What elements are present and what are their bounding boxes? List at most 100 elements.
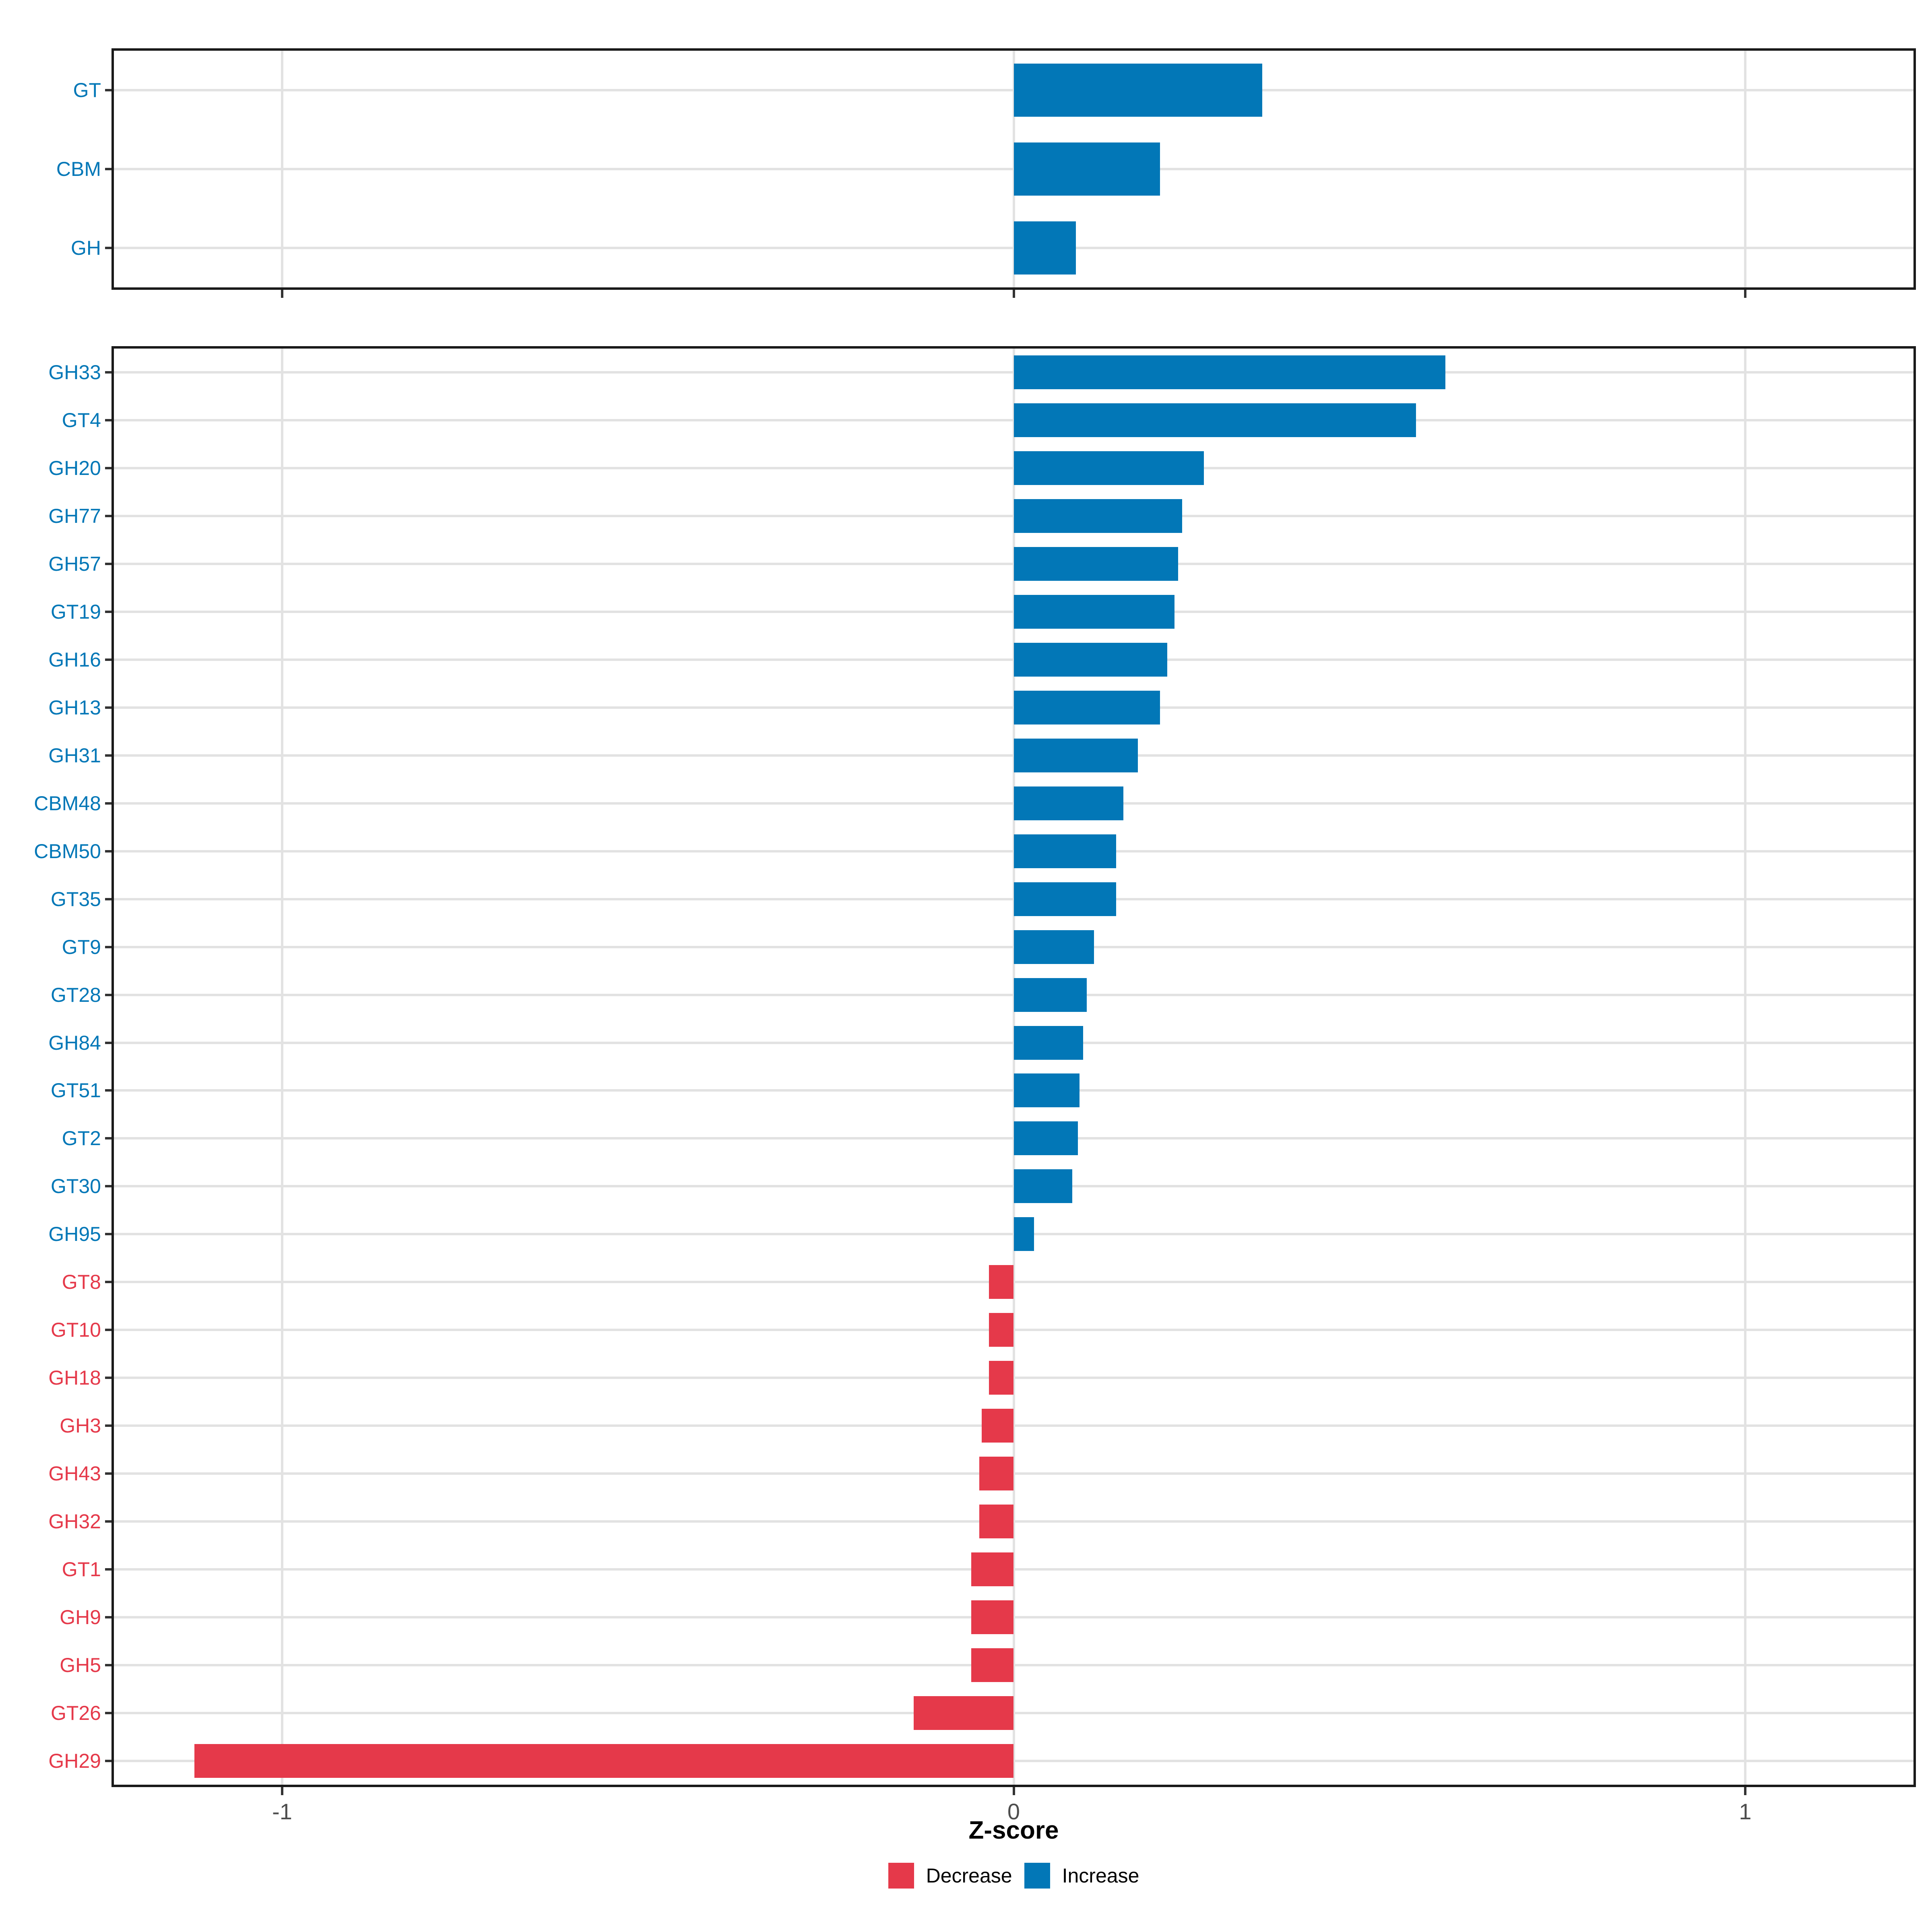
category-tick [105,1377,111,1379]
x-axis-tick [1012,290,1015,298]
category-label-GH16: GH16 [48,648,101,671]
category-tick [105,419,111,422]
category-label-GH18: GH18 [48,1366,101,1389]
category-label-GH32: GH32 [48,1510,101,1533]
x-gridline [281,349,284,1785]
bar-GT1 [971,1552,1014,1586]
category-tick [105,371,111,374]
x-gridline [1012,349,1015,1785]
x-axis-tick [1012,1787,1015,1795]
category-tick [105,898,111,900]
bar-GH33 [1013,355,1445,390]
category-tick [105,1424,111,1427]
y-gridline [114,1616,1913,1618]
category-tick [105,1568,111,1571]
category-tick [105,850,111,852]
category-label-GT1: GT1 [62,1558,101,1581]
bar-GT26 [913,1696,1014,1730]
category-label-GT28: GT28 [50,983,101,1006]
y-gridline [114,1520,1913,1523]
y-gridline [114,1664,1913,1666]
bar-GH3 [981,1409,1014,1443]
x-axis-tick [1744,1787,1746,1795]
x-axis-title: Z-score [968,1816,1059,1844]
category-label-GH9: GH9 [60,1606,101,1629]
bar-GH [1013,221,1076,275]
category-label-GT30: GT30 [50,1175,101,1198]
bar-GH29 [194,1744,1014,1778]
category-tick [105,1472,111,1475]
category-tick [105,168,111,170]
category-tick [105,563,111,566]
x-axis-tick [281,290,284,298]
bar-GH13 [1013,691,1160,724]
bar-GH43 [979,1456,1014,1490]
category-tick [105,515,111,518]
bar-GH20 [1013,451,1204,485]
category-label-GT4: GT4 [62,409,101,432]
category-label-GT35: GT35 [50,888,101,910]
bar-GT10 [989,1313,1014,1347]
category-label-GH20: GH20 [48,457,101,480]
y-gridline [114,1281,1913,1284]
bar-GH31 [1013,738,1138,772]
category-tick [105,1137,111,1140]
category-tick [105,754,111,757]
y-gridline [114,1759,1913,1762]
category-tick [105,1759,111,1762]
bar-GH32 [979,1504,1014,1538]
category-label-GT2: GT2 [62,1127,101,1150]
x-gridline [1744,349,1746,1785]
category-label-GT51: GT51 [50,1079,101,1102]
category-tick [105,1329,111,1331]
category-tick [105,802,111,805]
category-label-GT10: GT10 [50,1319,101,1342]
bar-GT [1013,64,1263,117]
bar-GT28 [1013,978,1087,1012]
bar-GH95 [1013,1217,1034,1251]
category-label-GT8: GT8 [62,1271,101,1294]
category-tick [105,467,111,470]
category-label-GH13: GH13 [48,696,101,719]
legend-item-decrease: Decrease [888,1863,1012,1889]
category-label-GH33: GH33 [48,361,101,384]
category-tick [105,1616,111,1618]
bar-GT9 [1013,930,1094,964]
category-label-GH5: GH5 [60,1653,101,1676]
category-tick [105,1664,111,1666]
category-label-GH84: GH84 [48,1031,101,1054]
bar-GT2 [1013,1121,1078,1156]
bar-GT4 [1013,403,1416,438]
category-tick [105,945,111,948]
bar-GT19 [1013,595,1175,629]
category-tick [105,247,111,249]
y-gridline [114,1472,1913,1475]
y-gridline [114,1377,1913,1379]
category-label-GT26: GT26 [50,1701,101,1724]
x-axis-tick-label: 1 [1739,1799,1752,1824]
category-label-CBM: CBM [56,158,101,180]
legend: Decrease Increase [111,1863,1916,1889]
bar-GH77 [1013,499,1182,533]
bar-GH9 [971,1600,1014,1634]
bar-GT30 [1013,1169,1072,1203]
panel-top: GT CBM GH [56,48,1916,298]
category-label-CBM48: CBM48 [34,792,101,815]
y-gridline [114,1424,1913,1427]
category-tick [105,1089,111,1092]
category-tick [105,993,111,996]
category-label-GH: GH [71,237,101,259]
category-label-GT19: GT19 [50,601,101,623]
legend-item-increase: Increase [1024,1863,1139,1889]
category-label-GT: GT [73,79,101,101]
category-tick [105,1041,111,1044]
x-axis-tick-label: 0 [1007,1799,1020,1824]
panel-bottom: -1 0 1 GH33 GT4 GH20 GH77 GH57 GT19 GH16 GH13 GH31 C… [34,346,1916,1824]
category-tick [105,658,111,661]
category-tick [105,1520,111,1523]
category-tick [105,1711,111,1714]
legend-label-decrease: Decrease [926,1864,1012,1887]
category-label-GH31: GH31 [48,744,101,767]
x-axis-tick [1744,290,1746,298]
